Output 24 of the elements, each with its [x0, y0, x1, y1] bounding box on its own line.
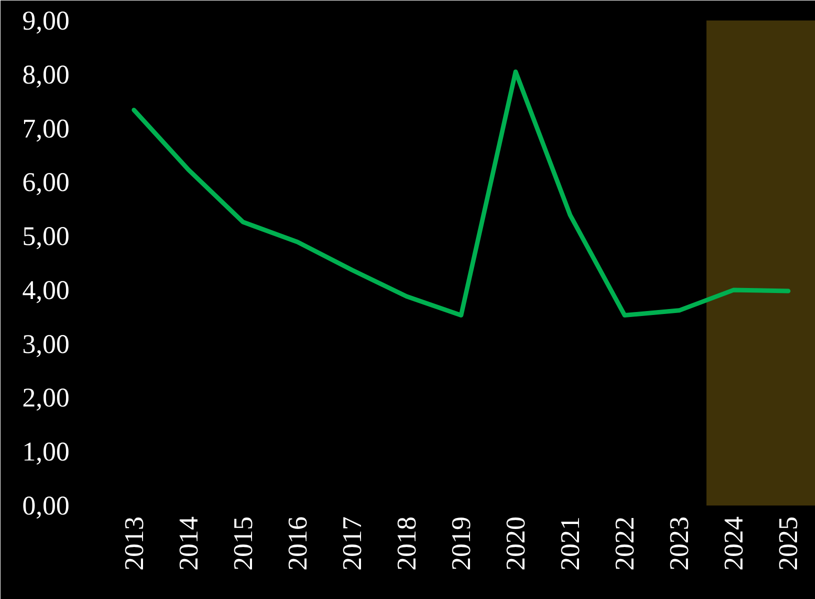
- x-tick-label: 2016: [282, 516, 313, 570]
- x-tick-label: 2013: [118, 516, 149, 570]
- y-tick-label: 2,00: [22, 382, 70, 413]
- x-tick-label: 2021: [555, 516, 586, 570]
- y-tick-label: 5,00: [22, 221, 70, 252]
- x-tick-label: 2019: [446, 516, 476, 570]
- y-tick-label: 4,00: [22, 274, 70, 305]
- x-tick-label: 2018: [392, 516, 422, 570]
- x-tick-label: 2020: [500, 516, 531, 570]
- x-tick-label: 2022: [610, 516, 640, 570]
- y-tick-label: 1,00: [22, 436, 70, 467]
- y-tick-label: 0,00: [22, 490, 70, 520]
- x-tick-label: 2015: [228, 516, 258, 570]
- y-tick-label: 8,00: [22, 59, 70, 90]
- y-tick-label: 7,00: [22, 113, 70, 144]
- y-tick-label: 9,00: [22, 6, 70, 36]
- x-tick-label: 2017: [337, 516, 368, 570]
- line-series: [132, 69, 790, 318]
- x-tick-label: 2023: [664, 516, 694, 570]
- y-tick-label: 6,00: [22, 167, 70, 198]
- x-tick-label: 2025: [773, 516, 804, 570]
- x-tick-label: 2024: [718, 516, 749, 570]
- x-tick-label: 2014: [173, 516, 204, 570]
- y-tick-label: 3,00: [22, 328, 70, 359]
